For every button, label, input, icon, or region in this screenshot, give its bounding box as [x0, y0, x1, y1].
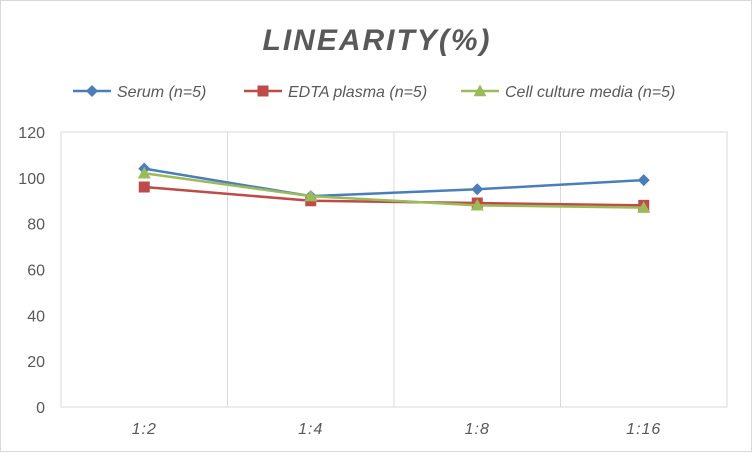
legend-marker — [257, 85, 269, 97]
grid — [60, 131, 728, 408]
x-tick-label: 1:2 — [132, 421, 157, 438]
series-line — [144, 167, 644, 198]
y-tick-label: 60 — [27, 263, 45, 280]
x-tick-label: 1:16 — [626, 421, 661, 438]
data-point — [138, 181, 150, 193]
series-line — [144, 172, 644, 209]
series-group — [137, 162, 651, 213]
data-point — [471, 183, 484, 196]
y-tick-label: 20 — [27, 354, 45, 371]
legend-label: EDTA plasma (n=5) — [288, 84, 427, 101]
y-axis: 0 20 40 60 80 100 120 — [18, 125, 45, 417]
legend-item: Serum (n=5) — [73, 84, 206, 101]
y-tick-label: 80 — [27, 217, 45, 234]
y-tick-label: 0 — [36, 400, 45, 417]
data-point — [637, 201, 651, 213]
y-tick-label: 120 — [18, 125, 45, 142]
legend-label: Serum (n=5) — [117, 84, 206, 101]
legend-item: Cell culture media (n=5) — [461, 84, 675, 101]
legend-item: EDTA plasma (n=5) — [244, 84, 427, 101]
x-tick-label: 1:4 — [298, 421, 323, 438]
y-tick-label: 40 — [27, 308, 45, 325]
chart-title: LINEARITY(%) — [263, 24, 492, 57]
x-axis: 1:2 1:4 1:8 1:16 — [132, 421, 661, 438]
legend-marker — [473, 84, 487, 97]
y-tick-label: 100 — [18, 171, 45, 188]
data-point — [470, 198, 484, 211]
legend-label: Cell culture media (n=5) — [505, 84, 675, 101]
plot-area-border — [60, 131, 728, 408]
legend: Serum (n=5) EDTA plasma (n=5) Cell culture… — [73, 84, 675, 101]
data-point — [637, 174, 650, 187]
series-3 — [137, 166, 651, 213]
x-tick-label: 1:8 — [465, 421, 490, 438]
legend-marker — [86, 85, 98, 97]
data-point — [304, 189, 318, 202]
data-point — [137, 166, 151, 179]
